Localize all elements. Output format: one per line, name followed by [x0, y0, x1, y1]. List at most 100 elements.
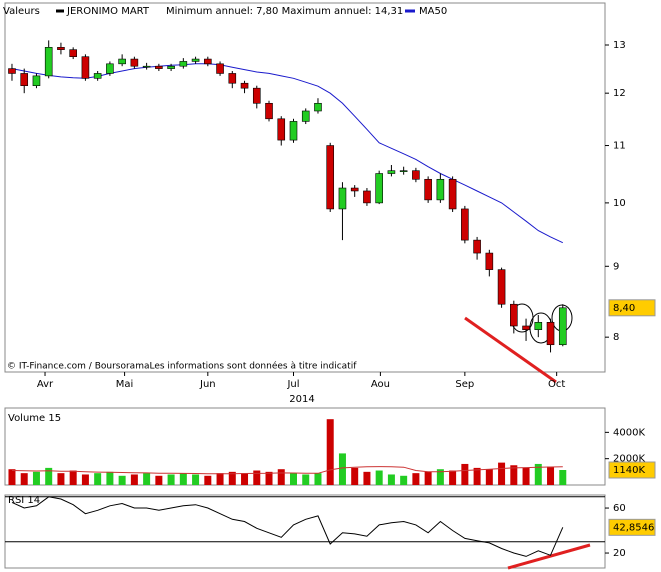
candle-body [20, 73, 29, 86]
y-tick-label: 11 [613, 141, 626, 152]
candle-body [93, 73, 102, 79]
volume-bar [130, 474, 138, 485]
volume-bar [289, 473, 297, 485]
candle-body [179, 61, 188, 67]
volume-bar [424, 471, 432, 485]
candle-body [106, 63, 114, 74]
y-tick-label: 9 [613, 261, 619, 272]
volume-bar [485, 469, 493, 485]
x-tick-label: Aou [371, 379, 390, 390]
volume-bar [522, 467, 530, 485]
volume-bar [387, 474, 395, 485]
candle-body [326, 145, 335, 210]
volume-bar [534, 463, 542, 485]
ma-line [11, 63, 564, 244]
last-value-box [608, 299, 656, 317]
volume-bar [449, 470, 457, 485]
volume-bar [57, 473, 65, 485]
volume-bar [204, 475, 212, 485]
y-tick-label: 13 [613, 40, 626, 51]
price-panel [4, 2, 606, 373]
volume-bar [400, 475, 408, 485]
y-tick-label: 20 [613, 548, 626, 559]
candle-body [485, 252, 494, 270]
candle-body [510, 303, 518, 327]
candle-body [277, 118, 286, 141]
y-tick-label: 4000K [613, 427, 645, 438]
last-value-box [608, 518, 656, 536]
candle-body [240, 82, 249, 89]
volume-bar [216, 473, 224, 485]
candle-body [228, 73, 237, 84]
candle-body [497, 269, 506, 305]
candle-body [558, 307, 567, 346]
volume-bar [338, 453, 346, 485]
chart-title: JERONIMO MART [66, 6, 150, 17]
volume-bar [461, 463, 469, 485]
volume-bar [253, 470, 261, 485]
volume-bar [510, 465, 518, 485]
candle-body [350, 187, 359, 192]
candle-body [424, 178, 432, 201]
last-value-label: 8,40 [613, 303, 635, 314]
candle-body [118, 58, 126, 65]
source-note: © IT-Finance.com / BoursoramaLes informa… [7, 361, 357, 372]
volume-bar [363, 471, 371, 485]
candle-body [142, 65, 151, 68]
legend-label: MA50 [419, 6, 447, 17]
candle-body [473, 239, 481, 254]
volume-bar [228, 471, 236, 485]
candle-body [191, 58, 200, 62]
volume-bar [241, 473, 249, 485]
candle-body [81, 56, 90, 79]
volume-bar [192, 474, 200, 485]
volume-bar [559, 469, 567, 485]
volume-bar [473, 467, 481, 485]
volume-title: Volume 15 [8, 413, 61, 424]
volume-bar [179, 473, 187, 485]
volume-bar [94, 473, 102, 485]
candle-body [375, 173, 383, 204]
x-tick-label: Oct [548, 379, 565, 390]
candle-body [399, 170, 408, 172]
volume-bar [45, 467, 53, 485]
rsi-title: RSI 14 [8, 495, 40, 506]
x-tick-label: Jul [286, 379, 299, 390]
volume-bar [351, 467, 359, 485]
legend-title: Valeurs [3, 6, 40, 17]
candle-body [412, 170, 420, 180]
volume-ma-line [11, 466, 563, 475]
last-value-label: 42,8546 [613, 522, 654, 533]
candle-body [448, 178, 457, 210]
volume-bar [277, 469, 285, 485]
volume-bar [155, 475, 163, 485]
volume-bar [498, 462, 506, 485]
candle-body [32, 75, 41, 86]
last-value-label: 1140K [613, 465, 645, 476]
y-tick-label: 2000K [613, 454, 645, 465]
candle-body [8, 68, 16, 74]
x-tick-label: Mai [116, 379, 134, 390]
rsi-line [11, 496, 564, 557]
volume-bar [375, 470, 383, 485]
trend-annotation [464, 316, 557, 384]
volume-bar [436, 469, 444, 485]
candle-body [314, 102, 322, 112]
candle-body [363, 190, 371, 204]
volume-bar [32, 471, 40, 485]
volume-bar [143, 473, 151, 485]
candle-body [436, 178, 445, 201]
candle-body [534, 322, 543, 330]
candle-body [69, 49, 77, 57]
candle-body [265, 102, 273, 120]
candle-body [387, 170, 396, 174]
volume-bar [302, 474, 310, 485]
trend-annotation [507, 543, 591, 570]
last-value-box [608, 461, 656, 479]
volume-bar [265, 471, 273, 485]
volume-bar [167, 474, 175, 485]
volume-bar [412, 473, 420, 485]
candle-body [216, 63, 224, 74]
y-tick-label: 10 [613, 198, 626, 209]
